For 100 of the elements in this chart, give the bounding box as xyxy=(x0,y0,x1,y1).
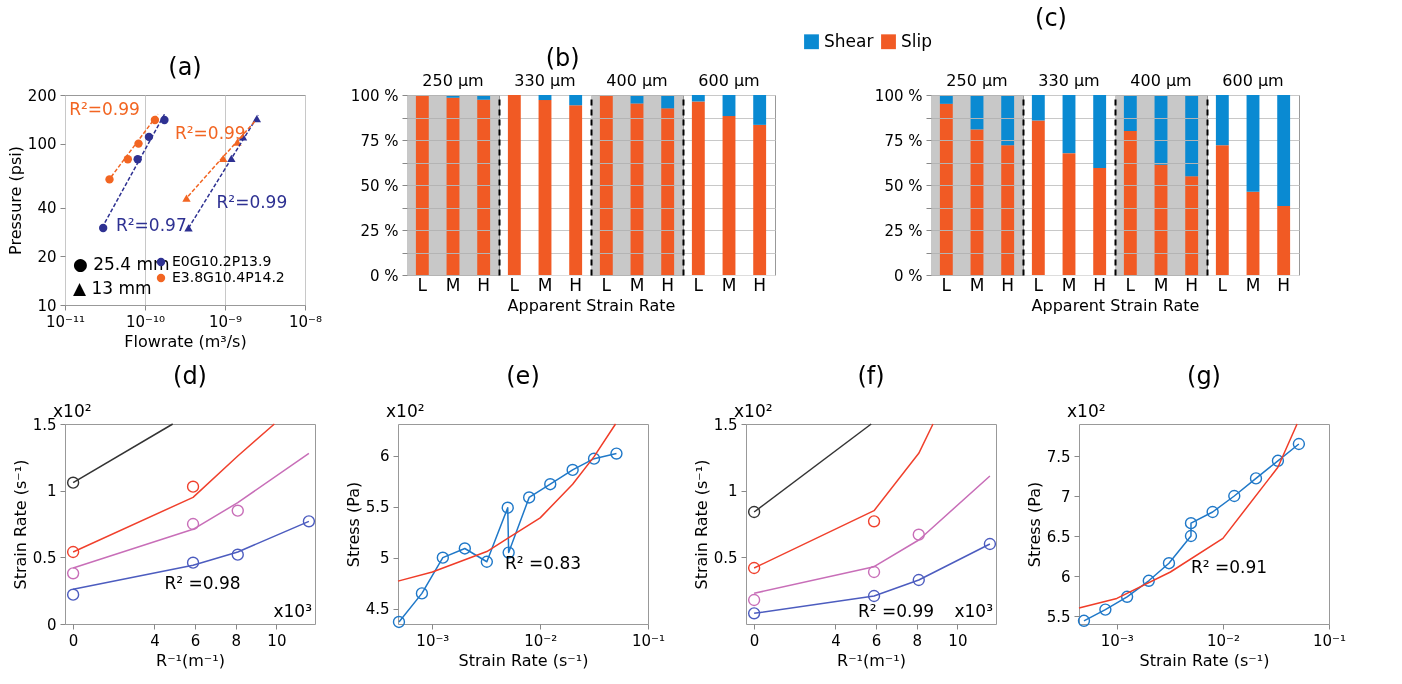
text: x10² xyxy=(53,401,92,421)
series-label: R²=0.99 xyxy=(69,99,140,120)
x-tick-label: L xyxy=(1125,274,1136,295)
bar xyxy=(1031,95,1045,121)
y-tick-label: 6 xyxy=(379,447,390,466)
annotation: R² =0.91 xyxy=(1190,557,1268,577)
x-tick-label: 8 xyxy=(231,631,242,650)
point xyxy=(912,528,925,541)
x-tick-label: L xyxy=(1033,274,1044,295)
bar xyxy=(753,95,767,125)
bar xyxy=(1031,120,1045,275)
y-tick-label: 0 % xyxy=(893,266,923,285)
point xyxy=(231,504,244,517)
y-tick-label: 0 xyxy=(46,615,57,634)
x-tick-label: 4 xyxy=(150,631,160,650)
y-tick-label: 1 xyxy=(46,482,57,501)
y-tick-label: 6 xyxy=(1060,567,1071,586)
y-tick-label: 4.5 xyxy=(365,600,390,619)
text: x10² xyxy=(734,401,773,421)
x-tick-label: M xyxy=(1061,274,1077,295)
y-axis-title: Strain Rate (s⁻¹) xyxy=(691,459,711,590)
chart-title: 600 µm xyxy=(1222,71,1284,90)
chart-title: 400 µm xyxy=(1130,71,1192,90)
bar xyxy=(1123,95,1137,131)
y-tick-label: 50 % xyxy=(884,176,923,195)
annotation: R² =0.83 xyxy=(504,553,582,573)
y-tick-label: 5.5 xyxy=(1046,607,1071,626)
y-tick-label: 1 xyxy=(727,482,738,501)
chart-title: 250 µm xyxy=(946,71,1008,90)
point xyxy=(66,588,80,601)
y-tick-label: 25 % xyxy=(884,221,923,240)
legend-label: E3.8G10.4P14.2 xyxy=(172,269,285,285)
chart-title: (g) xyxy=(1187,362,1221,390)
bar xyxy=(939,103,953,275)
y-tick-label: 0 % xyxy=(369,266,399,285)
chart-title: 400 µm xyxy=(606,71,668,90)
y-tick-label: 100 % xyxy=(350,86,399,105)
y-tick-label: 50 % xyxy=(360,176,399,195)
x-tick-label: 10 xyxy=(948,631,968,650)
x-tick-label: L xyxy=(693,274,704,295)
y-axis-title: Stress (Pa) xyxy=(1024,481,1044,568)
bar xyxy=(722,116,736,275)
x-tick-label: 6 xyxy=(871,631,882,650)
series-label: R²=0.99 xyxy=(174,122,246,143)
x-tick-label: 4 xyxy=(831,631,841,650)
annotation: x10³ xyxy=(954,601,993,621)
annotation: R² =0.99 xyxy=(857,601,935,621)
series-label: R²=0.99 xyxy=(216,191,288,212)
bar xyxy=(753,124,767,275)
x-axis-title: Strain Rate (s⁻¹) xyxy=(458,650,589,670)
bar xyxy=(1246,191,1260,275)
bar xyxy=(1277,206,1291,275)
point xyxy=(186,517,200,531)
bar xyxy=(1093,95,1107,169)
x-axis-title: R⁻¹(m⁻¹) xyxy=(837,650,906,670)
legend-label: E0G10.2P13.9 xyxy=(172,253,272,269)
y-tick-label: 75 % xyxy=(360,131,399,150)
series-label: R²=0.97 xyxy=(115,214,187,235)
bar xyxy=(1093,168,1107,275)
y-tick-label: 100 % xyxy=(874,86,923,105)
x-tick-label: M xyxy=(1245,274,1261,295)
y-tick-label: 75 % xyxy=(884,131,923,150)
chart-title: (f) xyxy=(857,362,885,390)
x-tick-label: L xyxy=(417,274,428,295)
x-tick-label: 10⁻¹ xyxy=(1312,631,1347,650)
bar xyxy=(1001,145,1015,275)
point xyxy=(912,573,925,587)
point xyxy=(747,607,761,620)
y-tick-label: 20 xyxy=(37,247,57,266)
x-tick-label: 10⁻¹¹ xyxy=(45,312,86,331)
x-tick-label: H xyxy=(661,274,675,295)
x-tick-label: M xyxy=(445,274,461,295)
x-tick-label: M xyxy=(629,274,645,295)
y-axis-title: Pressure (psi) xyxy=(5,146,25,255)
point xyxy=(867,565,881,579)
y-tick-label: 6.5 xyxy=(1046,527,1071,546)
point xyxy=(66,567,80,580)
text: x10² xyxy=(1067,401,1106,421)
y-tick-label: 0.5 xyxy=(32,548,57,567)
x-tick-label: 10⁻² xyxy=(524,631,558,650)
y-axis-title: Strain Rate (s⁻¹) xyxy=(10,459,30,590)
chart-title: (a) xyxy=(168,53,202,81)
chart-title: 250 µm xyxy=(422,71,484,90)
x-tick-label: 6 xyxy=(190,631,201,650)
x-axis-title: Flowrate (m³/s) xyxy=(124,331,247,351)
y-tick-label: 25 % xyxy=(360,221,399,240)
x-tick-label: H xyxy=(1093,274,1107,295)
x-tick-label: L xyxy=(509,274,520,295)
point xyxy=(747,593,761,607)
x-tick-label: M xyxy=(1153,274,1169,295)
chart-title: 330 µm xyxy=(1038,71,1100,90)
bar xyxy=(1123,131,1137,275)
x-tick-label: H xyxy=(753,274,767,295)
bar xyxy=(970,129,984,275)
point xyxy=(66,545,80,559)
point xyxy=(867,515,881,528)
y-tick-label: 0.5 xyxy=(713,548,738,567)
x-tick-label: L xyxy=(941,274,952,295)
text: x10² xyxy=(386,401,425,421)
x-tick-label: 10⁻² xyxy=(1206,631,1240,650)
